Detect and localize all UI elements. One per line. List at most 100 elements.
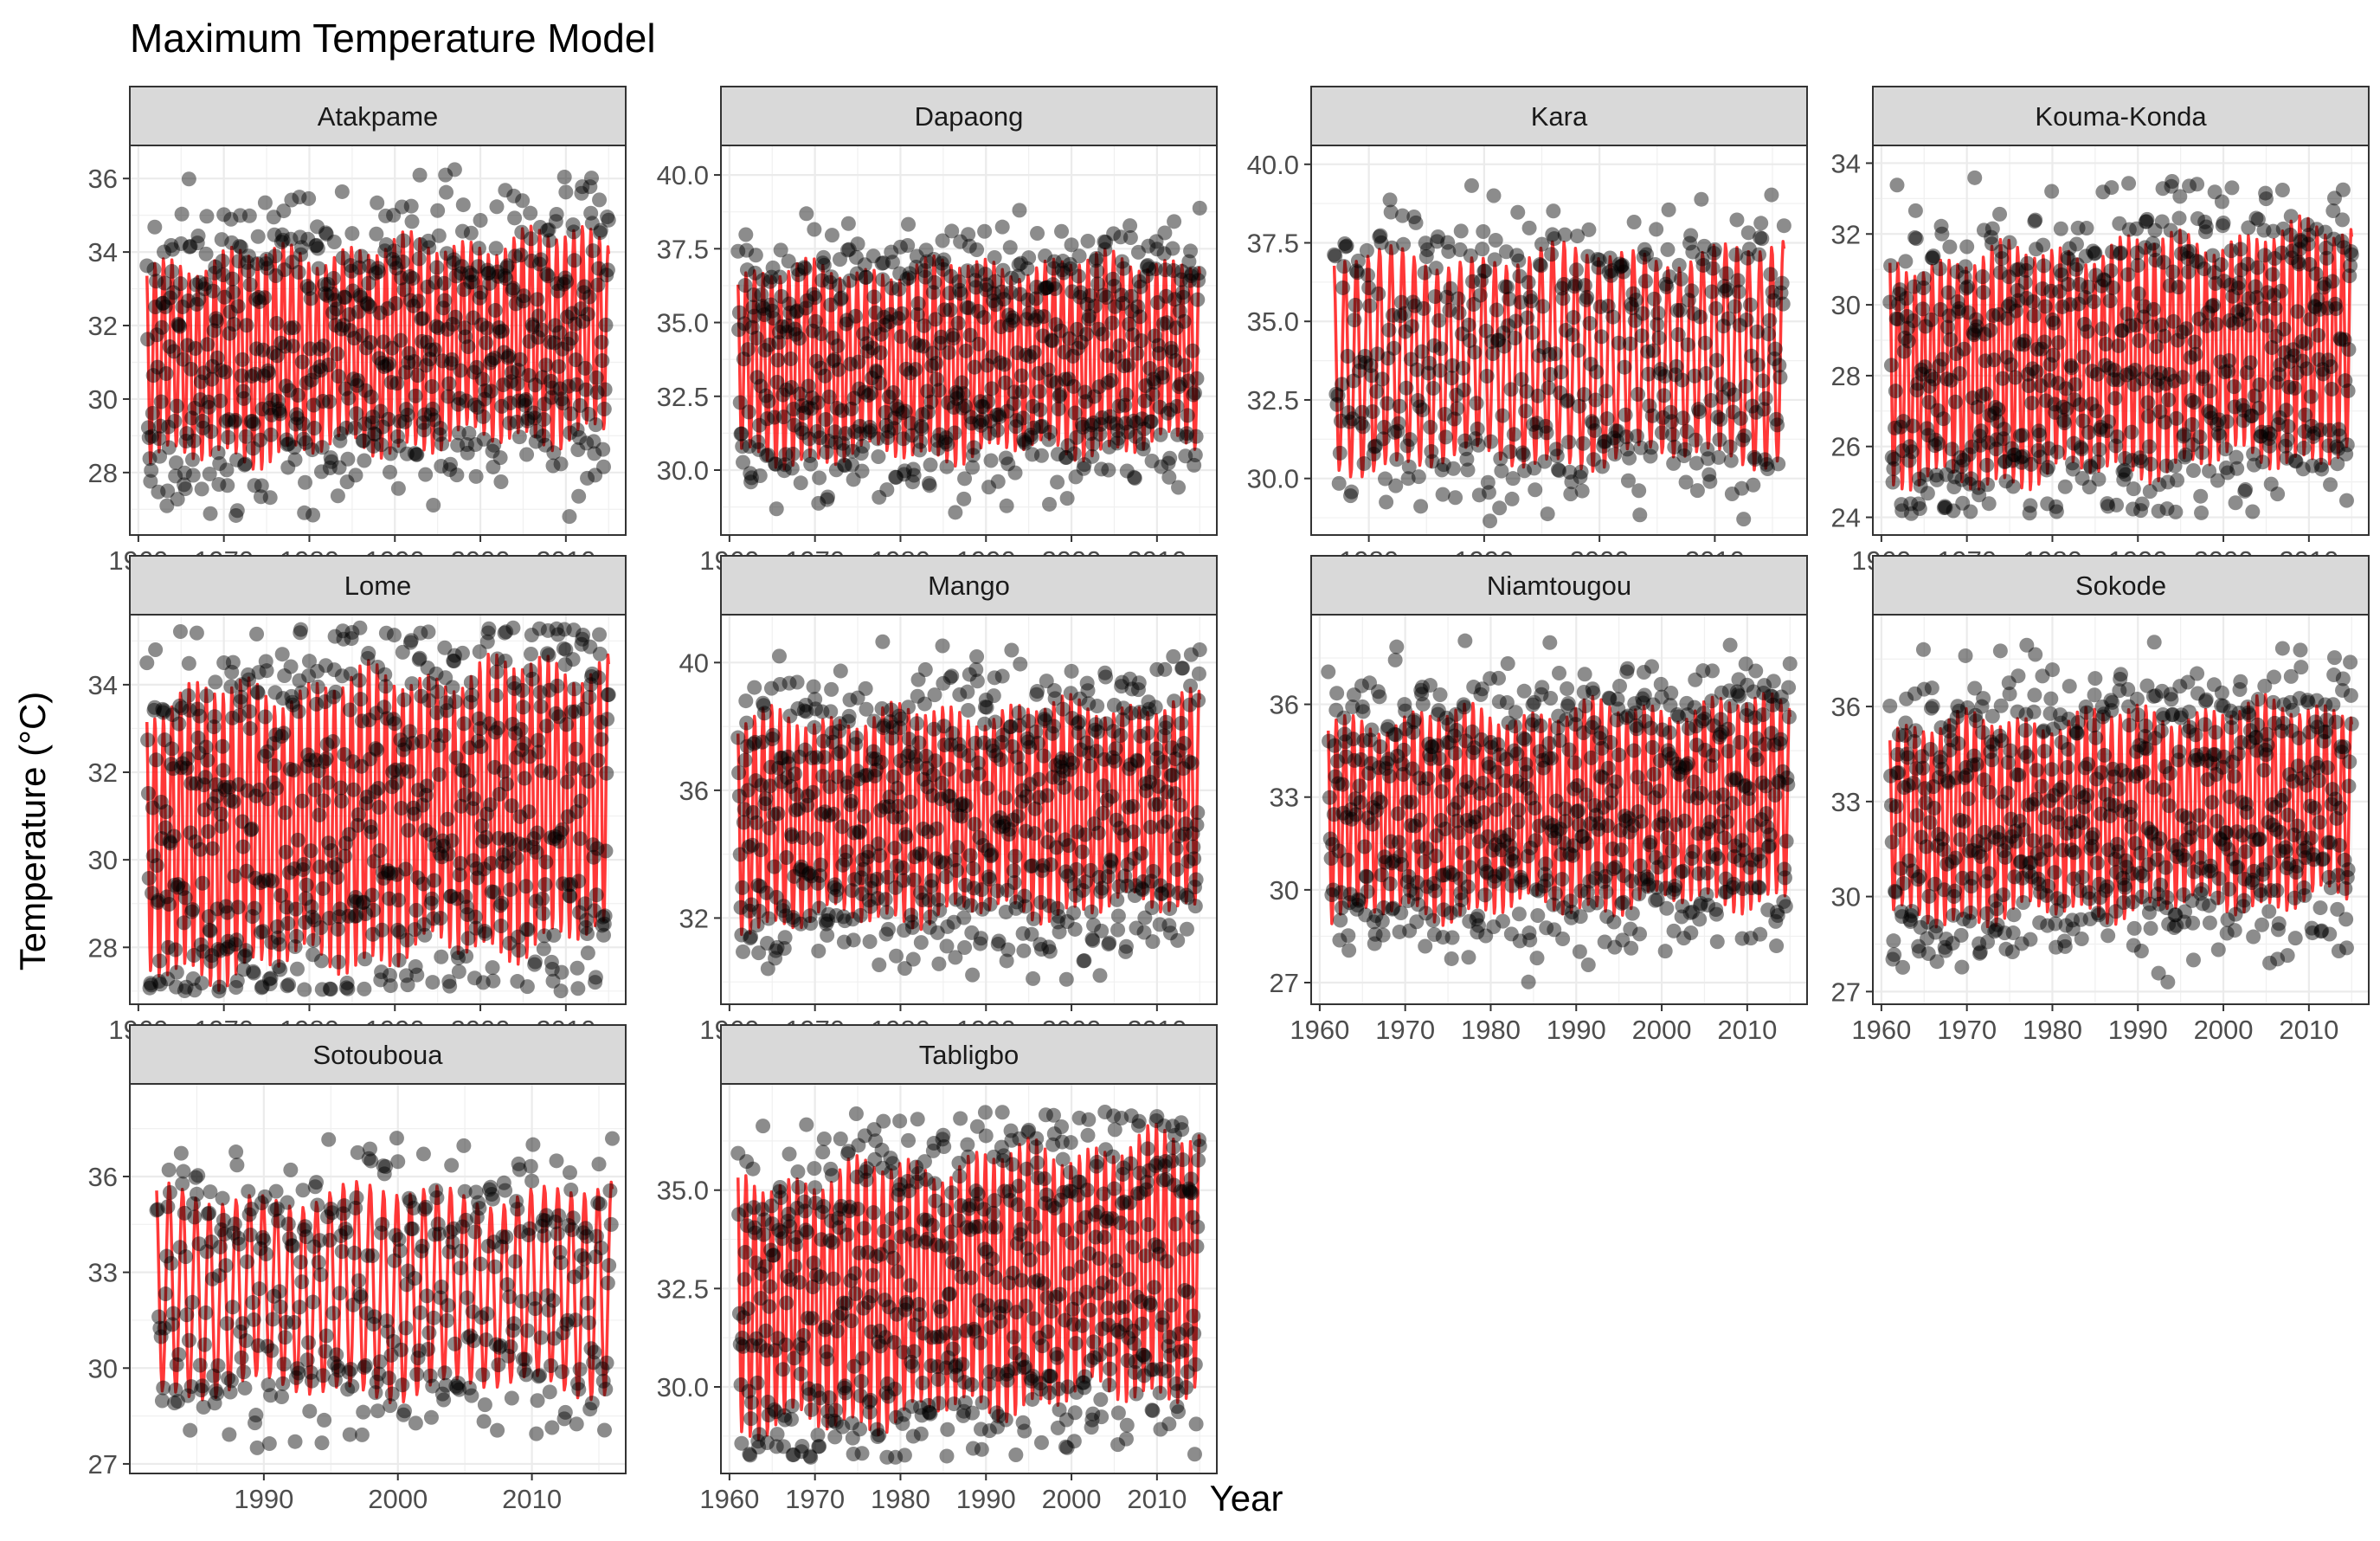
observation-point bbox=[554, 965, 569, 980]
observation-point bbox=[1187, 385, 1202, 400]
observation-point bbox=[1502, 444, 1517, 459]
observation-point bbox=[824, 682, 839, 697]
observation-point bbox=[481, 622, 496, 636]
observation-point bbox=[574, 794, 589, 809]
observation-point bbox=[2110, 429, 2125, 444]
observation-point bbox=[1348, 298, 1363, 313]
observation-point bbox=[1631, 483, 1646, 498]
observation-point bbox=[1605, 310, 1620, 325]
observation-point bbox=[1762, 313, 1777, 328]
observation-point bbox=[1360, 243, 1374, 258]
observation-point bbox=[2135, 497, 2150, 512]
observation-point bbox=[778, 930, 793, 945]
observation-point bbox=[1110, 893, 1124, 907]
observation-point bbox=[1444, 371, 1459, 385]
observation-point bbox=[1111, 908, 1126, 923]
observation-point bbox=[2092, 442, 2107, 457]
observation-point bbox=[948, 426, 962, 441]
strip-label-lome: Lome bbox=[344, 571, 412, 601]
observation-point bbox=[185, 902, 200, 917]
observation-point bbox=[421, 240, 436, 255]
observation-point bbox=[187, 434, 202, 448]
observation-point bbox=[333, 781, 348, 796]
observation-point bbox=[1681, 756, 1695, 770]
observation-point bbox=[1336, 259, 1351, 274]
observation-point bbox=[1996, 887, 2010, 902]
observation-point bbox=[878, 892, 893, 906]
observation-point bbox=[2187, 395, 2202, 409]
observation-point bbox=[1724, 454, 1739, 468]
observation-point bbox=[276, 725, 291, 740]
observation-point bbox=[289, 929, 304, 944]
observation-point bbox=[894, 329, 909, 344]
observation-point bbox=[1389, 452, 1404, 467]
observation-point bbox=[1622, 451, 1637, 466]
observation-point bbox=[1175, 661, 1190, 675]
observation-point bbox=[2277, 322, 2292, 337]
observation-point bbox=[1176, 290, 1191, 305]
observation-point bbox=[539, 719, 554, 733]
observation-point bbox=[939, 460, 954, 474]
observation-point bbox=[1933, 261, 1947, 276]
observation-point bbox=[1978, 386, 1993, 401]
observation-point bbox=[2068, 377, 2082, 392]
observation-point bbox=[510, 851, 524, 866]
observation-point bbox=[2036, 258, 2051, 273]
observation-point bbox=[408, 389, 423, 403]
observation-point bbox=[1032, 772, 1046, 787]
observation-point bbox=[849, 731, 864, 745]
observation-point bbox=[1108, 754, 1122, 769]
observation-point bbox=[1586, 686, 1601, 700]
observation-point bbox=[1913, 501, 1927, 516]
observation-point bbox=[957, 940, 972, 955]
observation-point bbox=[2027, 687, 2042, 702]
observation-point bbox=[182, 656, 196, 671]
observation-point bbox=[239, 943, 254, 957]
observation-point bbox=[969, 242, 984, 257]
observation-point bbox=[226, 285, 241, 300]
observation-point bbox=[340, 452, 355, 467]
observation-point bbox=[1180, 408, 1195, 422]
observation-point bbox=[1534, 719, 1548, 733]
observation-point bbox=[2311, 328, 2325, 343]
observation-point bbox=[162, 441, 177, 455]
observation-point bbox=[554, 456, 569, 471]
observation-point bbox=[1188, 448, 1203, 462]
observation-point bbox=[1464, 178, 1479, 193]
observation-point bbox=[1007, 875, 1022, 890]
observation-point bbox=[1552, 666, 1566, 680]
observation-point bbox=[1709, 353, 1724, 368]
observation-point bbox=[1067, 446, 1082, 461]
observation-point bbox=[788, 766, 802, 781]
observation-point bbox=[1183, 243, 1198, 258]
observation-point bbox=[1983, 323, 1997, 338]
observation-point bbox=[371, 264, 386, 279]
observation-point bbox=[749, 248, 763, 262]
observation-point bbox=[1970, 757, 1984, 771]
observation-point bbox=[1392, 835, 1406, 849]
observation-point bbox=[2020, 749, 2035, 764]
observation-point bbox=[956, 911, 971, 925]
observation-point bbox=[1355, 419, 1370, 434]
observation-point bbox=[2023, 932, 2037, 947]
observation-point bbox=[1432, 751, 1447, 766]
observation-point bbox=[2016, 895, 2030, 910]
observation-point bbox=[855, 439, 870, 454]
observation-point bbox=[2055, 780, 2069, 795]
observation-point bbox=[148, 642, 163, 657]
observation-point bbox=[2044, 184, 2059, 198]
observation-point bbox=[555, 822, 569, 837]
observation-point bbox=[1403, 432, 1418, 447]
observation-point bbox=[593, 647, 608, 661]
y-tick-label: 30.0 bbox=[1247, 464, 1299, 494]
observation-point bbox=[968, 816, 982, 831]
observation-point bbox=[1934, 227, 1949, 242]
observation-point bbox=[1508, 331, 1522, 345]
observation-point bbox=[1129, 346, 1144, 361]
observation-point bbox=[286, 320, 301, 335]
observation-point bbox=[891, 781, 905, 796]
observation-point bbox=[2107, 391, 2122, 406]
observation-point bbox=[1702, 474, 1717, 489]
observation-point bbox=[273, 963, 287, 977]
observation-point bbox=[1373, 739, 1387, 754]
